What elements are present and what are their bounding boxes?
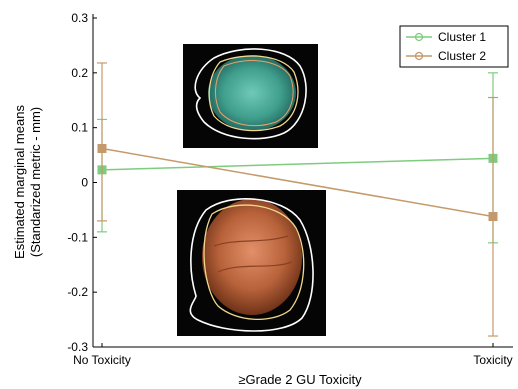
legend-label-cluster-2: Cluster 2	[438, 49, 486, 63]
y-tick-label: 0	[81, 176, 88, 190]
data-point-cluster-2	[488, 211, 498, 221]
legend-marker-cluster-2	[414, 51, 424, 61]
y-tick-label: 0.2	[71, 66, 88, 80]
y-tick-label: -0.3	[67, 340, 88, 354]
axes: -0.3 -0.2 -0.1 0 0.1 0.2 0.3 No Toxicity Toxici…	[67, 11, 513, 367]
cluster-1-outer-contour	[194, 48, 307, 140]
x-tick-label: Toxicity	[473, 353, 512, 367]
y-tick-label: 0.1	[71, 121, 88, 135]
series-line-cluster-2	[101, 147, 494, 218]
y-axis-label-group: Estimated marginal means (Standarized me…	[12, 105, 43, 259]
cluster-2-shape	[202, 199, 302, 315]
cluster-2-texture-2	[217, 261, 293, 273]
y-axis-label-line1: Estimated marginal means	[12, 105, 27, 259]
cluster-1-inner-contour	[208, 55, 299, 132]
y-ticks: -0.3 -0.2 -0.1 0 0.1 0.2 0.3	[67, 11, 97, 354]
y-tick-label: 0.3	[71, 11, 88, 25]
y-tick-label: -0.1	[67, 230, 88, 244]
y-axis-label-line2: (Standarized metric - mm)	[28, 107, 43, 257]
x-tick-label: No Toxicity	[73, 353, 131, 367]
series-layer	[97, 62, 498, 337]
data-point-cluster-2	[97, 144, 107, 154]
y-tick-label: -0.2	[67, 285, 88, 299]
cluster-2-inner-contour	[203, 204, 305, 320]
legend-box	[399, 25, 509, 68]
cluster-2-contour-image	[177, 190, 326, 336]
legend: Cluster 1 Cluster 2	[399, 25, 509, 68]
cluster-1-contour-image	[183, 44, 318, 148]
x-ticks: No Toxicity Toxicity	[73, 343, 513, 367]
cluster-2-outer-contour	[189, 198, 314, 332]
cluster-1-inner-contour-2	[215, 60, 294, 127]
x-axis-label: ≥Grade 2 GU Toxicity	[238, 372, 362, 387]
legend-label-cluster-1: Cluster 1	[438, 30, 486, 44]
series-cluster-2	[97, 62, 498, 337]
legend-marker-cluster-1	[414, 32, 424, 42]
cluster-2-texture-1	[213, 235, 289, 247]
series-line-cluster-1	[101, 157, 494, 171]
cluster-1-shape	[208, 55, 296, 131]
